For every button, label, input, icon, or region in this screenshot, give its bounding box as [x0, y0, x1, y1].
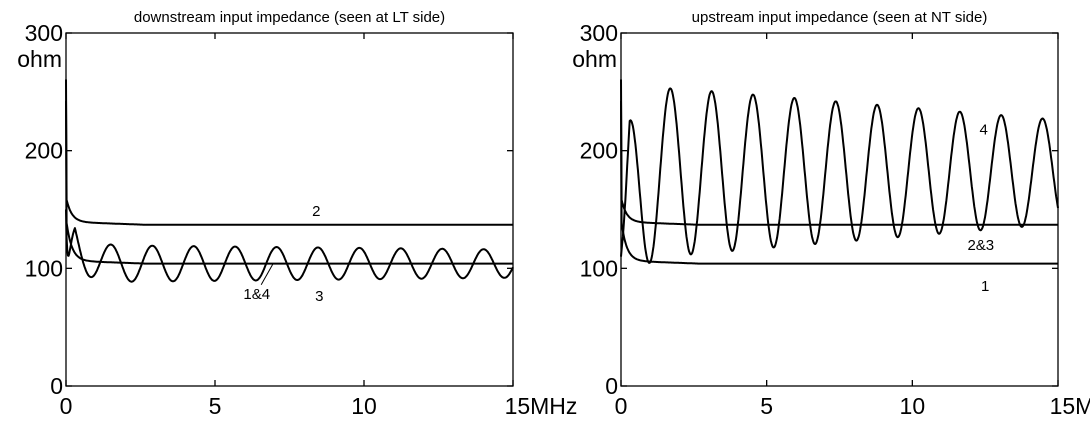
y-unit-label: ohm [572, 46, 617, 72]
y-tick-label: 300 [25, 20, 63, 46]
y-unit-label: ohm [17, 46, 62, 72]
y-tick-label: 100 [25, 255, 63, 281]
series-annotation: 2 [312, 203, 320, 220]
chart-title: upstream input impedance (seen at NT sid… [692, 9, 988, 26]
y-tick-label: 0 [605, 373, 618, 399]
series-annotation: 1 [981, 278, 989, 295]
series-line-2 [65, 79, 514, 226]
series-line-4 [620, 87, 1059, 264]
chart-panel-2: upstream input impedance (seen at NT sid… [572, 9, 1090, 419]
series-line-1 [620, 100, 1059, 265]
x-tick-label: 15MHz [1050, 393, 1090, 419]
series-annotation: 3 [315, 288, 323, 305]
series-line-1-and-4 [65, 100, 514, 265]
y-tick-label: 200 [580, 138, 618, 164]
series-line-3 [65, 209, 514, 283]
series-annotation: 1&4 [243, 286, 270, 303]
x-tick-label: 10 [351, 393, 377, 419]
y-tick-label: 100 [580, 255, 618, 281]
plot-frame [65, 32, 514, 387]
x-tick-label: 5 [760, 393, 773, 419]
x-tick-label: 10 [900, 393, 926, 419]
series-line-2-and-3 [620, 79, 1059, 226]
annotation-leader [260, 263, 274, 286]
series-annotation: 4 [980, 121, 988, 138]
x-tick-label: 0 [60, 393, 73, 419]
y-tick-label: 200 [25, 138, 63, 164]
x-tick-label: 0 [615, 393, 628, 419]
series-annotation: 2&3 [967, 237, 994, 254]
x-tick-label: 5 [209, 393, 222, 419]
chart-title: downstream input impedance (seen at LT s… [134, 9, 445, 26]
y-tick-label: 300 [580, 20, 618, 46]
y-tick-label: 0 [50, 373, 63, 399]
x-tick-label: 15MHz [505, 393, 578, 419]
plot-frame [620, 32, 1059, 387]
chart-panel-1: downstream input impedance (seen at LT s… [17, 9, 577, 419]
